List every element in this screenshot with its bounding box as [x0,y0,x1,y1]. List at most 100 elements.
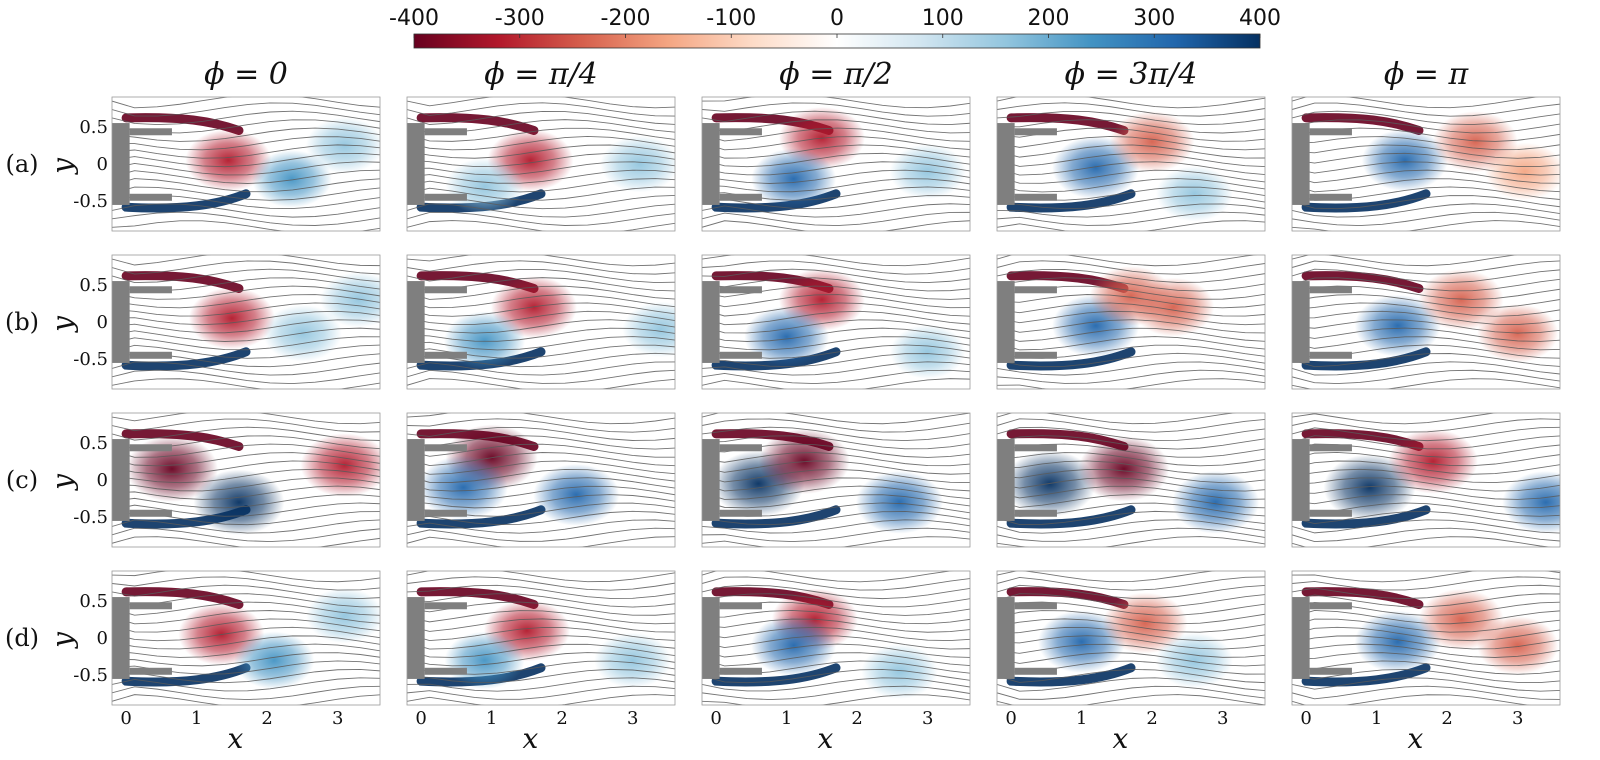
streamline [702,255,970,267]
panel-frame [406,570,676,706]
streamline [112,584,380,600]
streamline [1292,418,1560,433]
body-flap-bottom [1014,667,1057,675]
streamline [997,652,1265,667]
streamline [702,144,970,159]
streamline [112,285,380,300]
colorbar-tick-label: 100 [922,6,964,31]
streamline [112,669,380,684]
body-flap-top [1309,444,1352,452]
panel [701,570,971,706]
streamline [997,584,1265,599]
streamline [112,220,380,231]
streamline [1292,460,1560,475]
streamline [407,127,675,142]
streamline [997,643,1265,658]
streamline [1292,426,1560,442]
x-axis-label: x [523,722,539,755]
panel [1291,254,1561,390]
shear-layer-bottom [711,505,841,529]
streamline [702,576,970,591]
streamline [702,426,970,442]
streamline [997,668,1265,684]
bluff-body [1292,597,1310,679]
x-axis-label: x [228,722,244,755]
streamline [112,110,380,126]
body-flap-bottom [424,509,467,517]
streamline [997,494,1265,509]
streamline [112,536,380,547]
bluff-body [112,597,130,679]
streamline [1292,413,1499,425]
streamline [997,378,1265,389]
streamline [702,460,970,475]
shear-layer-top [1301,271,1424,293]
x-tick-label: 2 [261,708,272,729]
axis-labels: 0 1 2 3 x 0 1 2 3 x 0 1 2 3 x 0 1 2 3 x 0 1 2 3 x [120,708,1523,755]
streamline [997,161,1265,176]
streamline [702,677,970,692]
streamline [702,152,970,168]
vortex-mark [188,287,275,350]
body-flap-bottom [129,193,172,201]
streamline [1292,468,1560,484]
bluff-body [702,281,720,363]
streamline [702,327,970,342]
streamline [1292,152,1560,167]
bluff-body [112,439,130,521]
streamline [112,144,380,159]
streamline [407,443,675,458]
streamline [997,152,1265,168]
panel [701,254,971,390]
streamline [1292,378,1560,389]
streamline [702,127,970,142]
streamline [1292,576,1560,591]
panel-frame [701,570,971,706]
x-tick-label: 3 [332,708,343,729]
streamline [112,618,380,633]
streamline [407,211,675,226]
streamline [407,186,675,201]
streamline [407,413,675,425]
body-flap-bottom [129,351,172,359]
streamline [1292,260,1560,275]
bluff-body [997,123,1015,205]
x-tick-label: 3 [1217,708,1228,729]
body-flap-top [424,444,467,452]
x-tick-label: 0 [1300,708,1311,729]
x-tick-label: 0 [415,708,426,729]
streamline [1292,97,1540,109]
streamline [407,336,675,351]
streamline [997,610,1265,625]
vortex-mark [320,271,380,328]
panel [996,254,1266,390]
streamline [112,468,380,484]
y-tick-label: 0.5 [79,433,108,454]
streamline [112,186,380,201]
streamline [112,626,380,642]
streamline [702,485,970,500]
bluff-body [407,123,425,205]
streamline [997,593,1265,608]
panel [406,570,676,706]
streamline [112,255,380,267]
streamline [112,369,380,384]
colorbar-tick-label: 400 [1239,6,1281,31]
streamline [407,169,675,184]
panel [111,570,381,706]
streamline [702,527,970,543]
streamline [702,97,970,109]
body-flap-top [1014,286,1057,294]
streamline [407,536,675,547]
streamline [1292,519,1560,534]
streamline [997,426,1265,441]
body-flap-bottom [1309,351,1352,359]
panel [111,412,381,548]
streamline [997,260,1265,275]
streamline [997,576,1265,591]
body-flap-top [424,286,467,294]
streamline [112,97,380,109]
panel-frame [996,570,1266,706]
vortex-mark [1418,269,1504,331]
